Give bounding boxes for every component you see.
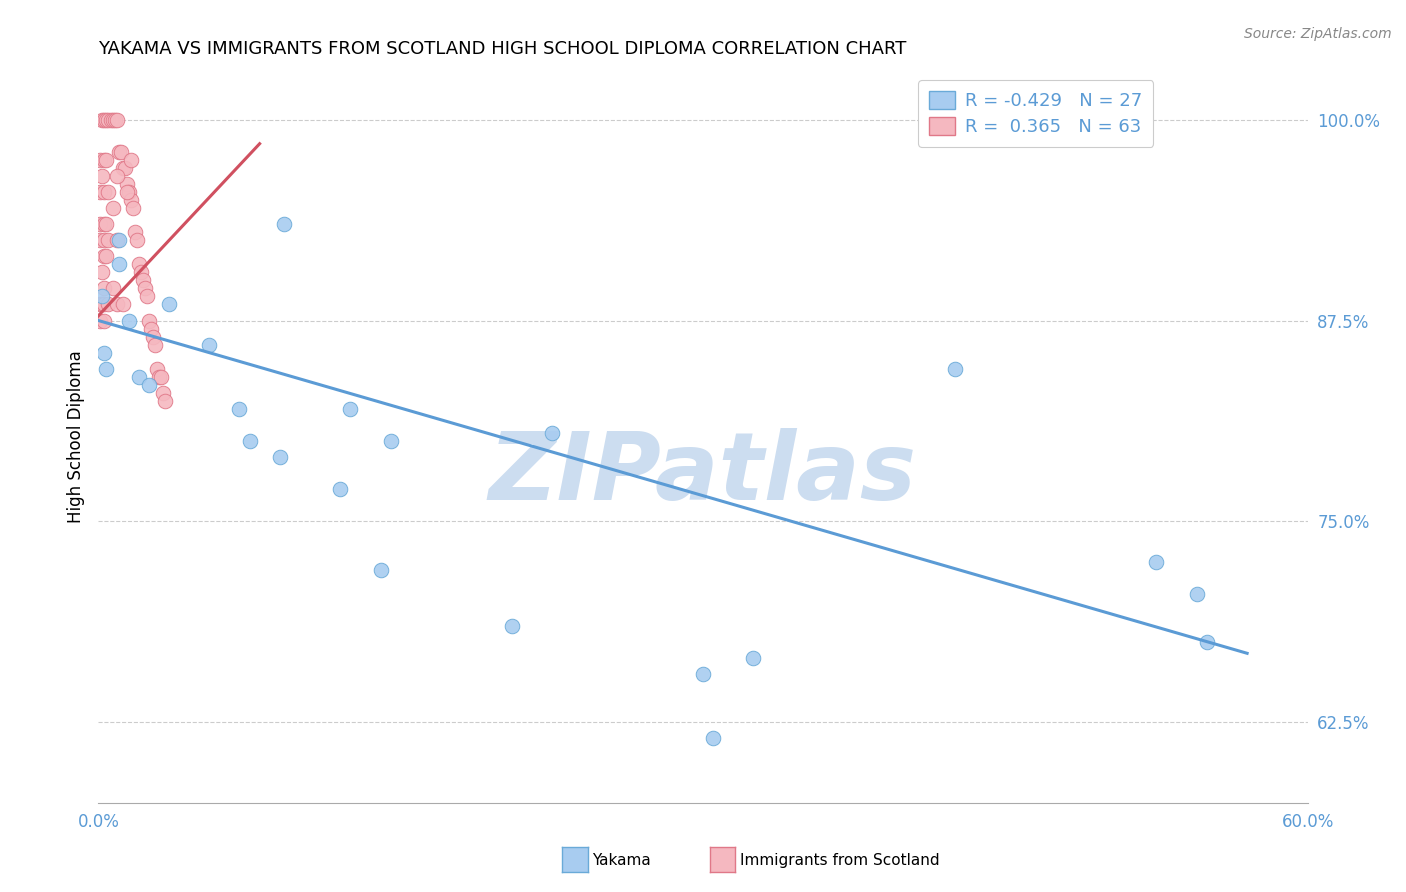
Point bbox=[110, 145, 132, 159]
Point bbox=[96, 217, 118, 231]
Point bbox=[228, 401, 250, 416]
Point bbox=[742, 651, 765, 665]
Point bbox=[125, 233, 148, 247]
Point bbox=[91, 289, 114, 303]
Point bbox=[93, 345, 115, 359]
Point bbox=[142, 329, 165, 343]
Text: ZIPatlas: ZIPatlas bbox=[489, 427, 917, 520]
Point bbox=[239, 434, 262, 449]
Point bbox=[152, 385, 174, 400]
Text: YAKAMA VS IMMIGRANTS FROM SCOTLAND HIGH SCHOOL DIPLOMA CORRELATION CHART: YAKAMA VS IMMIGRANTS FROM SCOTLAND HIGH … bbox=[98, 40, 907, 58]
Point bbox=[96, 112, 118, 127]
Point bbox=[107, 233, 129, 247]
Point bbox=[89, 217, 111, 231]
Point bbox=[93, 313, 115, 327]
Text: Yakama: Yakama bbox=[592, 854, 651, 868]
Point bbox=[97, 297, 120, 311]
Point bbox=[702, 731, 724, 746]
Point bbox=[138, 313, 160, 327]
Point bbox=[339, 401, 361, 416]
Point bbox=[101, 201, 124, 215]
Point bbox=[118, 185, 141, 199]
Point bbox=[97, 112, 120, 127]
Text: Immigrants from Scotland: Immigrants from Scotland bbox=[740, 854, 939, 868]
Point bbox=[101, 112, 124, 127]
Point bbox=[96, 361, 118, 376]
Point bbox=[111, 161, 134, 175]
Point bbox=[115, 185, 138, 199]
Point bbox=[96, 153, 118, 167]
Point bbox=[93, 249, 115, 263]
Point bbox=[107, 145, 129, 159]
Point bbox=[157, 297, 180, 311]
Point bbox=[97, 233, 120, 247]
Point bbox=[120, 153, 142, 167]
Point bbox=[89, 233, 111, 247]
Point bbox=[540, 425, 562, 440]
Point bbox=[143, 337, 166, 351]
Point bbox=[501, 619, 523, 633]
Point bbox=[269, 450, 291, 465]
Point bbox=[93, 153, 115, 167]
Point bbox=[93, 233, 115, 247]
Point bbox=[100, 112, 122, 127]
Point bbox=[1144, 555, 1167, 569]
Point bbox=[128, 257, 150, 271]
Point bbox=[153, 393, 176, 408]
Point bbox=[139, 321, 162, 335]
Point bbox=[115, 177, 138, 191]
Point bbox=[120, 193, 142, 207]
Point bbox=[370, 563, 392, 577]
Point bbox=[105, 112, 128, 127]
Point bbox=[105, 233, 128, 247]
Point bbox=[114, 161, 136, 175]
Y-axis label: High School Diploma: High School Diploma bbox=[66, 351, 84, 524]
Point bbox=[89, 153, 111, 167]
Point bbox=[91, 265, 114, 279]
Point bbox=[89, 313, 111, 327]
Legend: R = -0.429   N = 27, R =  0.365   N = 63: R = -0.429 N = 27, R = 0.365 N = 63 bbox=[918, 80, 1153, 147]
Point bbox=[91, 169, 114, 183]
Point bbox=[111, 297, 134, 311]
Point bbox=[692, 667, 714, 681]
Point bbox=[128, 369, 150, 384]
Point bbox=[129, 265, 152, 279]
Point bbox=[380, 434, 402, 449]
Point bbox=[132, 273, 155, 287]
Point bbox=[1185, 587, 1208, 601]
Point bbox=[1195, 635, 1218, 649]
Point bbox=[118, 313, 141, 327]
Point bbox=[105, 297, 128, 311]
Point bbox=[93, 185, 115, 199]
Point bbox=[103, 112, 125, 127]
Text: Source: ZipAtlas.com: Source: ZipAtlas.com bbox=[1244, 27, 1392, 41]
Point bbox=[148, 369, 170, 384]
Point bbox=[101, 281, 124, 295]
Point bbox=[134, 281, 156, 295]
Point bbox=[124, 225, 146, 239]
Point bbox=[273, 217, 295, 231]
Point bbox=[91, 297, 114, 311]
Point bbox=[93, 112, 115, 127]
Point bbox=[93, 281, 115, 295]
Point bbox=[93, 297, 115, 311]
Point bbox=[138, 377, 160, 392]
Point bbox=[943, 361, 966, 376]
Point bbox=[89, 185, 111, 199]
Point bbox=[93, 217, 115, 231]
Point bbox=[91, 112, 114, 127]
Point bbox=[89, 297, 111, 311]
Point bbox=[329, 483, 352, 497]
Point bbox=[149, 369, 172, 384]
Point bbox=[121, 201, 143, 215]
Point bbox=[107, 257, 129, 271]
Point bbox=[198, 337, 221, 351]
Point bbox=[146, 361, 169, 376]
Point bbox=[96, 249, 118, 263]
Point bbox=[97, 185, 120, 199]
Point bbox=[105, 169, 128, 183]
Point bbox=[135, 289, 157, 303]
